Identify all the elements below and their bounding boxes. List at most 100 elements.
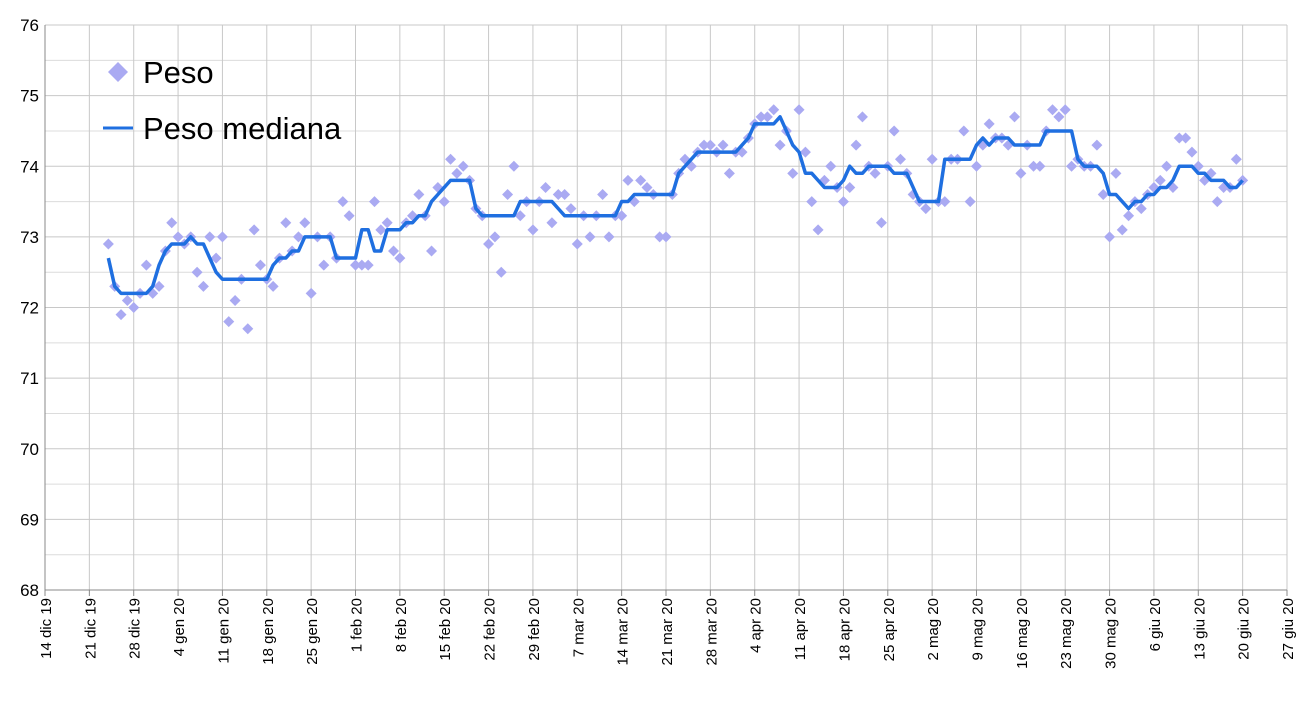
point: [248, 224, 260, 236]
point: [875, 217, 887, 229]
x-tick-label: 29 feb 20: [526, 598, 543, 661]
point: [1161, 160, 1173, 172]
x-tick-label: 15 feb 20: [437, 598, 454, 661]
point: [926, 153, 938, 165]
point: [603, 231, 615, 243]
point: [350, 259, 361, 271]
point: [584, 231, 596, 243]
point: [413, 189, 425, 200]
x-tick-label: 4 apr 20: [748, 598, 765, 653]
point: [812, 224, 824, 236]
legend-marker: [108, 62, 128, 82]
point: [388, 245, 400, 257]
point: [356, 259, 368, 271]
point: [128, 302, 140, 313]
point: [806, 196, 818, 208]
point: [292, 231, 304, 243]
point: [856, 111, 868, 123]
median-line: [106, 115, 1244, 296]
legend-label: Peso mediana: [143, 111, 342, 146]
x-tick-label: 27 giu 20: [1280, 598, 1297, 660]
point: [1180, 132, 1192, 144]
point: [641, 181, 653, 193]
point: [971, 160, 982, 172]
x-tick-label: 9 mag 20: [970, 598, 987, 661]
point: [983, 118, 995, 130]
point: [1104, 231, 1116, 243]
point: [495, 266, 507, 278]
point: [1173, 132, 1185, 144]
x-tick-label: 25 apr 20: [881, 598, 898, 661]
y-tick-label: 70: [20, 440, 39, 459]
point: [267, 280, 279, 292]
x-tick-label: 13 giu 20: [1191, 598, 1208, 660]
point: [254, 259, 266, 271]
point: [318, 259, 330, 271]
point: [1110, 167, 1122, 179]
point: [622, 174, 634, 186]
x-tick-label: 28 mar 20: [703, 598, 720, 666]
point: [216, 231, 228, 243]
legend-label: Peso: [143, 55, 214, 90]
y-tick-label: 75: [20, 87, 39, 106]
y-tick-label: 69: [20, 510, 39, 529]
point: [958, 125, 970, 137]
x-tick-label: 14 dic 19: [38, 598, 55, 659]
x-tick-label: 11 gen 20: [215, 598, 232, 664]
point: [1028, 160, 1040, 172]
point: [1047, 104, 1059, 116]
point: [660, 231, 672, 243]
point: [704, 139, 716, 151]
point: [1116, 224, 1128, 236]
point: [438, 196, 450, 208]
point: [514, 210, 526, 222]
x-tick-label: 7 mar 20: [570, 598, 587, 657]
y-tick-label: 71: [20, 369, 39, 388]
point: [369, 196, 381, 208]
point: [616, 210, 628, 222]
x-tick-label: 25 gen 20: [304, 598, 321, 665]
point: [229, 294, 241, 306]
point: [489, 231, 501, 243]
point: [565, 203, 577, 215]
x-tick-label: 18 apr 20: [836, 598, 853, 661]
point: [559, 189, 571, 200]
point: [121, 294, 133, 306]
point: [223, 316, 235, 328]
y-tick-label: 73: [20, 228, 39, 247]
point: [197, 280, 209, 292]
y-tick-label: 72: [20, 299, 39, 318]
point: [635, 174, 647, 186]
point: [305, 287, 317, 299]
x-tick-label: 30 mag 20: [1103, 598, 1120, 669]
y-tick-label: 68: [20, 581, 39, 600]
point: [1034, 160, 1046, 172]
x-tick-label: 4 gen 20: [171, 598, 188, 656]
x-tick-label: 23 mag 20: [1058, 598, 1075, 669]
point: [457, 160, 469, 172]
point: [1230, 153, 1242, 165]
point: [761, 111, 773, 123]
point: [793, 104, 805, 116]
point: [1091, 139, 1103, 151]
point: [426, 245, 438, 257]
x-tick-label: 2 mag 20: [925, 598, 942, 661]
point: [540, 181, 552, 193]
x-tick-label: 21 mar 20: [659, 598, 676, 666]
point: [755, 111, 767, 123]
point: [825, 160, 837, 172]
point: [888, 125, 900, 137]
point: [115, 309, 127, 321]
point: [571, 238, 583, 250]
point: [869, 167, 881, 179]
x-tick-label: 1 feb 20: [349, 598, 366, 652]
point: [552, 189, 564, 200]
point: [1154, 174, 1166, 186]
y-tick-label: 74: [20, 157, 39, 176]
point: [375, 224, 387, 236]
point: [337, 196, 349, 208]
point: [381, 217, 393, 229]
point: [920, 203, 932, 215]
point: [502, 189, 514, 200]
